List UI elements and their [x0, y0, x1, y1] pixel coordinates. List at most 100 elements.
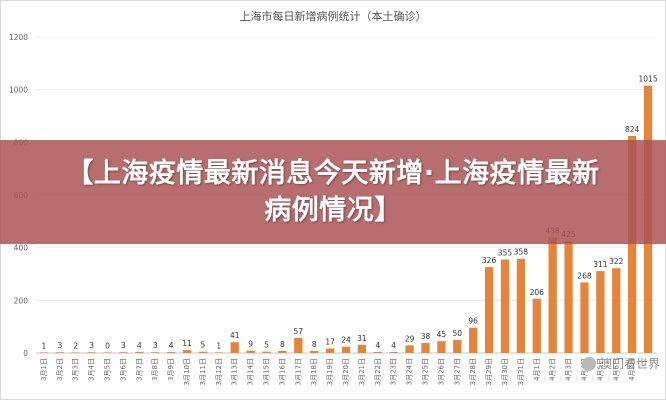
bar — [294, 337, 303, 353]
data-label: 355 — [498, 249, 513, 258]
bar — [612, 268, 621, 353]
bar — [325, 348, 335, 353]
x-tick-label: 3月10日 — [183, 358, 191, 385]
x-tick-label: 3月27日 — [453, 358, 461, 385]
data-label: 358 — [514, 248, 529, 257]
bar — [548, 237, 557, 353]
x-tick-label: 3月1日 — [40, 358, 48, 381]
x-tick-label: 3月30日 — [501, 358, 509, 385]
chart-title: 上海市每日新增病例统计（本土确诊） — [239, 10, 427, 23]
x-tick-label: 4月1日 — [533, 358, 541, 381]
data-label: 38 — [421, 332, 431, 341]
x-tick-label: 4月7日 — [628, 358, 636, 381]
data-label: 311 — [593, 260, 608, 269]
bar — [532, 298, 541, 353]
bar — [278, 350, 287, 353]
x-tick-label: 4月5日 — [596, 358, 604, 381]
bar — [357, 344, 367, 353]
data-label: 29 — [405, 334, 415, 343]
x-tick-label: 3月17日 — [294, 358, 302, 385]
data-label: 8 — [312, 340, 317, 349]
data-label: 41 — [230, 331, 240, 340]
data-label: 4 — [391, 341, 396, 350]
x-tick-label: 4月2日 — [549, 358, 557, 381]
data-label: 9 — [248, 340, 253, 349]
data-label: 4 — [375, 341, 380, 350]
bar — [55, 352, 64, 353]
bar — [484, 267, 494, 353]
bar — [246, 350, 255, 353]
x-tick-label: 3月6日 — [119, 358, 127, 381]
data-label: 5 — [201, 341, 206, 350]
x-tick-label: 3月23日 — [390, 358, 398, 385]
x-tick-label: 3月19日 — [326, 358, 334, 385]
data-label: 824 — [625, 125, 640, 134]
x-tick-label: 3月18日 — [310, 358, 318, 385]
bar — [214, 352, 223, 353]
data-label: 206 — [530, 288, 545, 297]
bar — [198, 351, 208, 353]
x-tick-label: 3月15日 — [263, 358, 271, 385]
bar — [453, 339, 462, 353]
y-tick-label: 0 — [23, 349, 28, 358]
x-tick-label: 3月24日 — [406, 358, 414, 385]
data-label: 1015 — [639, 75, 658, 84]
y-tick-label: 1200 — [9, 33, 28, 42]
bar — [39, 352, 49, 353]
data-label: 3 — [89, 341, 94, 350]
bar — [119, 352, 128, 353]
data-label: 322 — [609, 257, 624, 266]
x-tick-label: 3月5日 — [104, 358, 112, 381]
data-label: 96 — [468, 317, 478, 326]
data-label: 8 — [280, 340, 285, 349]
data-label: 0 — [105, 341, 110, 350]
x-tick-label: 3月4日 — [88, 358, 96, 381]
bar — [87, 352, 96, 353]
data-label: 1 — [216, 341, 221, 350]
headline-text: 【上海疫情最新消息今天新增·上海疫情最新病例情况】 — [66, 158, 600, 226]
y-tick-label: 1000 — [9, 86, 28, 95]
bar — [389, 351, 398, 353]
x-tick-label: 3月9日 — [167, 358, 175, 381]
bar — [103, 352, 112, 353]
bar — [135, 351, 144, 353]
data-label: 45 — [437, 330, 447, 339]
bar — [341, 346, 351, 353]
bar — [151, 352, 160, 353]
x-tick-label: 3月31日 — [517, 358, 525, 385]
x-tick-label: 3月28日 — [469, 358, 477, 385]
bar — [628, 136, 637, 353]
x-tick-label: 3月22日 — [374, 358, 382, 385]
data-label: 31 — [357, 334, 367, 343]
data-label: 4 — [169, 341, 174, 350]
watermark: 澳门看世界 — [581, 355, 660, 372]
x-tick-label: 3月14日 — [247, 358, 255, 385]
bar — [405, 345, 414, 353]
bar — [310, 350, 319, 353]
x-tick-label: 4月3日 — [565, 358, 573, 381]
x-tick-label: 3月20日 — [342, 358, 350, 385]
data-label: 2 — [73, 341, 78, 350]
data-label: 3 — [121, 341, 126, 350]
bar — [166, 351, 176, 353]
x-tick-label: 4月6日 — [612, 358, 620, 381]
bar — [421, 342, 430, 353]
data-label: 50 — [453, 329, 463, 338]
bar — [262, 351, 271, 353]
watermark-text: 澳门看世界 — [599, 357, 660, 371]
bar — [596, 271, 605, 353]
x-tick-label: 3月26日 — [437, 358, 445, 385]
x-tick-label: 3月7日 — [135, 358, 143, 381]
x-tick-label: 3月11日 — [199, 358, 207, 385]
data-label: 24 — [341, 336, 351, 345]
bar — [516, 258, 526, 353]
x-tick-label: 3月12日 — [215, 358, 223, 385]
bar — [580, 282, 589, 353]
bar — [182, 350, 192, 353]
x-tick-label: 3月21日 — [358, 358, 366, 385]
bar — [564, 241, 573, 353]
bar — [500, 259, 510, 353]
bar — [71, 352, 80, 353]
data-label: 11 — [182, 339, 192, 348]
